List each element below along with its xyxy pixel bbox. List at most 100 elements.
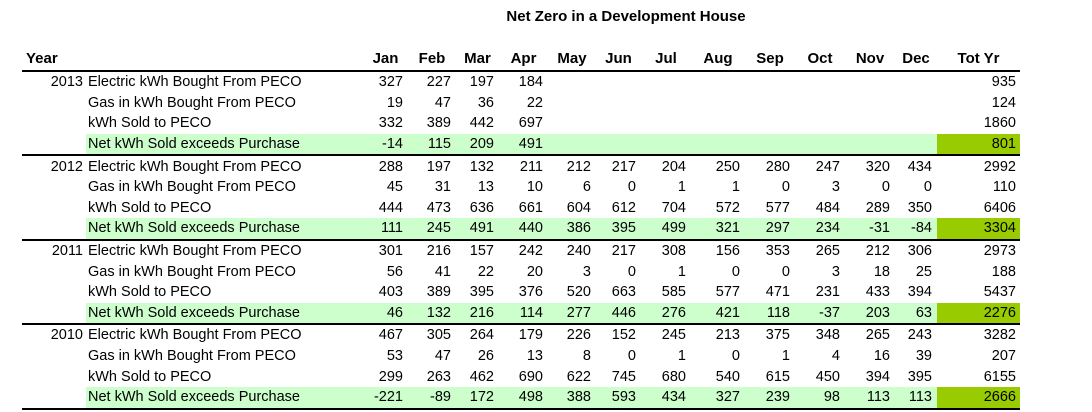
- cell-may: [548, 133, 596, 157]
- cell-dec: 113: [895, 386, 937, 410]
- cell-total: 6155: [983, 368, 1016, 385]
- column-header-apr: Apr: [499, 48, 548, 72]
- cell-jan: 467: [378, 327, 403, 344]
- cell-sep: 471: [765, 284, 790, 301]
- cell-apr: 440: [499, 218, 548, 241]
- cell-oct: 3: [831, 179, 840, 196]
- cell-sep: [745, 93, 795, 114]
- cell-oct: [795, 71, 845, 93]
- cell-sep: [745, 113, 795, 134]
- cell-may: 226: [566, 327, 591, 344]
- cell-total: 2992: [983, 158, 1016, 175]
- cell-aug: [691, 93, 745, 114]
- row-label: Net kWh Sold exceeds Purchase: [86, 386, 363, 410]
- row-label: kWh Sold to PECO: [88, 199, 212, 216]
- cell-oct: 4: [831, 348, 840, 365]
- cell-nov: 16: [873, 348, 890, 365]
- column-header-jul: Jul: [641, 48, 691, 72]
- cell-total: 3304: [937, 218, 1020, 241]
- year-cell: 2010: [50, 327, 83, 344]
- cell-apr: 242: [518, 243, 543, 260]
- cell-jul: [641, 93, 691, 114]
- cell-oct: -37: [795, 302, 845, 326]
- cell-oct: 265: [815, 243, 840, 260]
- cell-dec: 306: [907, 243, 932, 260]
- cell-may: 388: [548, 386, 596, 410]
- cell-apr: 13: [526, 348, 543, 365]
- cell-aug: 421: [691, 302, 745, 326]
- net-row: Net kWh Sold exceeds Purchase 46 132 216 114…: [22, 302, 1020, 326]
- cell-jul: 680: [661, 368, 686, 385]
- cell-jul: 276: [641, 302, 691, 326]
- column-header-aug: Aug: [691, 48, 745, 72]
- cell-feb: -89: [408, 386, 456, 410]
- cell-jan: 403: [378, 284, 403, 301]
- cell-dec: 434: [907, 158, 932, 175]
- table-row: Gas in kWh Bought From PECO 53 47 26 13 8 0 1 0 1…: [22, 346, 1020, 367]
- table-body: 2013 Electric kWh Bought From PECO 327 227 1…: [22, 71, 1020, 410]
- cell-jan: 327: [378, 74, 403, 91]
- cell-jul: 585: [661, 284, 686, 301]
- cell-jan: -221: [363, 386, 408, 410]
- column-header-jan: Jan: [363, 48, 408, 72]
- cell-oct: 450: [815, 368, 840, 385]
- cell-nov: -31: [845, 218, 895, 241]
- cell-sep: 375: [765, 327, 790, 344]
- cell-nov: [845, 71, 895, 93]
- cell-jul: 204: [661, 158, 686, 175]
- row-label: kWh Sold to PECO: [88, 115, 212, 132]
- cell-sep: 0: [781, 263, 790, 280]
- cell-dec: 39: [915, 348, 932, 365]
- cell-total: 801: [937, 133, 1020, 157]
- cell-feb: 389: [426, 284, 451, 301]
- cell-nov: 203: [845, 302, 895, 326]
- cell-mar: 157: [469, 243, 494, 260]
- column-header-nov: Nov: [845, 48, 895, 72]
- cell-mar: 491: [456, 218, 499, 241]
- cell-may: 6: [582, 179, 591, 196]
- cell-dec: [895, 133, 937, 157]
- year-cell: 2011: [51, 243, 83, 260]
- cell-mar: 172: [456, 386, 499, 410]
- cell-jun: [596, 133, 641, 157]
- row-label: Electric kWh Bought From PECO: [88, 74, 302, 91]
- cell-mar: 26: [477, 348, 494, 365]
- cell-sep: 353: [765, 243, 790, 260]
- cell-may: 212: [566, 158, 591, 175]
- cell-aug: 321: [691, 218, 745, 241]
- cell-dec: [895, 93, 937, 114]
- column-header-sep: Sep: [745, 48, 795, 72]
- cell-may: 386: [548, 218, 596, 241]
- cell-aug: 540: [715, 368, 740, 385]
- cell-jan: 53: [386, 348, 403, 365]
- row-label: Electric kWh Bought From PECO: [88, 158, 302, 175]
- cell-apr: 661: [518, 199, 543, 216]
- cell-jan: 299: [378, 368, 403, 385]
- column-header-year: Year: [22, 48, 363, 72]
- cell-nov: 289: [865, 199, 890, 216]
- row-label: Net kWh Sold exceeds Purchase: [86, 218, 363, 241]
- column-header-jun: Jun: [596, 48, 641, 72]
- cell-jan: 301: [378, 243, 403, 260]
- cell-nov: 320: [865, 158, 890, 175]
- cell-dec: [895, 113, 937, 134]
- cell-feb: 115: [408, 133, 456, 157]
- table-row: kWh Sold to PECO 299 263 462 690 622 745 680 540…: [22, 366, 1020, 387]
- cell-oct: 484: [815, 199, 840, 216]
- cell-sep: 239: [745, 386, 795, 410]
- cell-feb: 216: [426, 243, 451, 260]
- header-row: Year Jan Feb Mar Apr May Jun Jul Aug Sep Oct Nov Dec…: [22, 48, 1020, 72]
- cell-nov: 113: [845, 386, 895, 410]
- row-label: Net kWh Sold exceeds Purchase: [86, 302, 363, 326]
- year-cell: 2013: [50, 74, 83, 91]
- cell-may: 622: [566, 368, 591, 385]
- cell-total: 935: [991, 74, 1016, 91]
- cell-jun: 0: [627, 348, 636, 365]
- cell-jul: 434: [641, 386, 691, 410]
- cell-apr: 179: [518, 327, 543, 344]
- row-label: Electric kWh Bought From PECO: [88, 243, 302, 260]
- cell-feb: 47: [434, 94, 451, 111]
- cell-jun: 395: [596, 218, 641, 241]
- row-label: Gas in kWh Bought From PECO: [88, 94, 296, 111]
- row-label: kWh Sold to PECO: [88, 284, 212, 301]
